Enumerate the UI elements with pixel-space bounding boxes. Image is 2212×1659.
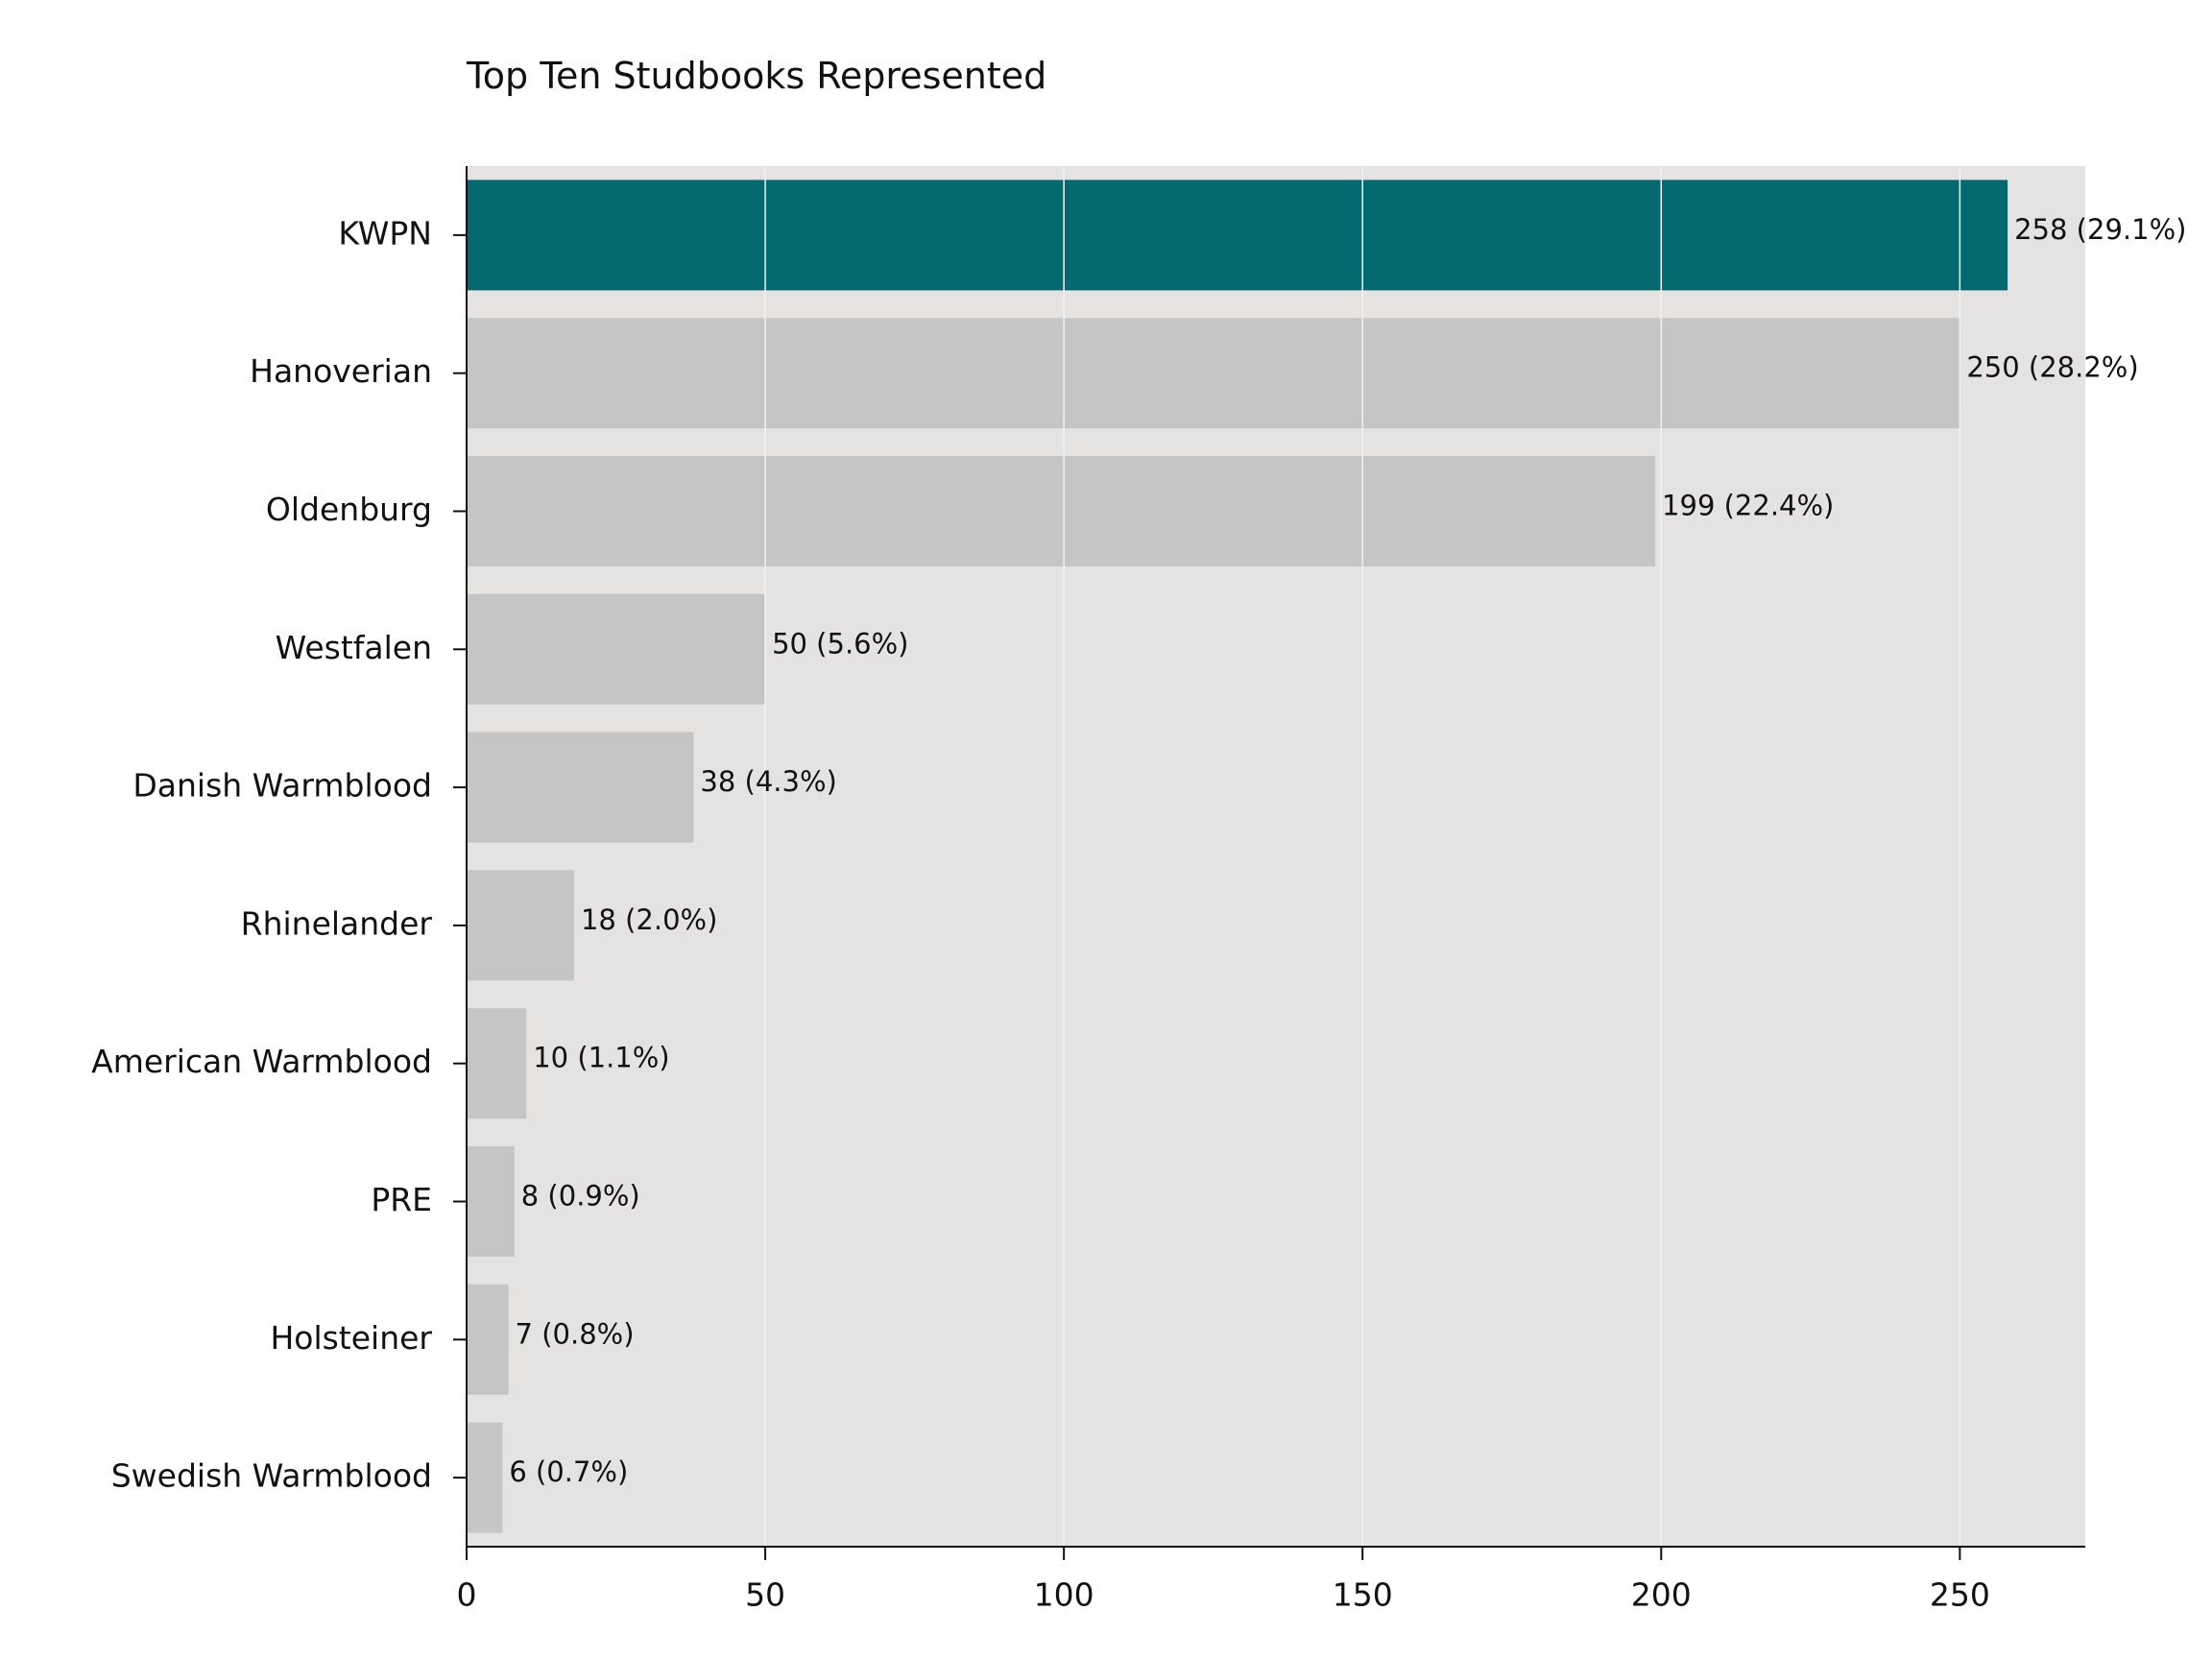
y-tick-label: Hanoverian xyxy=(250,352,432,390)
y-axis-ticks: KWPN Hanoverian Oldenburg Westfalen Danish W… xyxy=(91,214,467,1495)
bar-rhinelander xyxy=(467,870,574,981)
bar-westfalen xyxy=(467,593,766,705)
data-label: 250 (28.2%) xyxy=(1966,351,2138,384)
x-tick-label: 100 xyxy=(1034,1576,1094,1614)
bar-oldenburg xyxy=(467,455,1656,567)
bars xyxy=(467,180,2008,1533)
x-axis-ticks: 0 50 100 150 200 250 xyxy=(457,1547,1990,1614)
y-tick-label: PRE xyxy=(371,1181,432,1218)
x-tick-label: 0 xyxy=(457,1576,477,1614)
axes xyxy=(466,166,2085,1548)
bar-kwpn xyxy=(467,180,2008,291)
data-label: 38 (4.3%) xyxy=(700,765,836,798)
data-labels: 258 (29.1%) 250 (28.2%) 199 (22.4%) 50 (5.6… xyxy=(509,213,2186,1488)
x-tick-label: 250 xyxy=(1930,1576,1990,1614)
bar-swedish-warmblood xyxy=(467,1422,503,1533)
bar-holsteiner xyxy=(467,1284,509,1395)
data-label: 258 (29.1%) xyxy=(2014,213,2186,246)
bar-danish-warmblood xyxy=(467,732,694,843)
y-tick-label: Westfalen xyxy=(276,629,432,666)
y-tick-label: Rhinelander xyxy=(241,904,433,942)
bar-american-warmblood xyxy=(467,1008,527,1119)
y-tick-label: Swedish Warmblood xyxy=(111,1457,432,1495)
data-label: 18 (2.0%) xyxy=(581,903,717,936)
x-tick-label: 150 xyxy=(1333,1576,1393,1614)
data-label: 6 (0.7%) xyxy=(509,1455,628,1488)
data-label: 10 (1.1%) xyxy=(533,1042,669,1074)
x-tick-label: 200 xyxy=(1631,1576,1692,1614)
data-label: 8 (0.9%) xyxy=(521,1180,640,1213)
data-label: 7 (0.8%) xyxy=(516,1317,635,1350)
data-label: 50 (5.6%) xyxy=(772,627,908,660)
y-tick-label: Holsteiner xyxy=(270,1319,432,1357)
bar-pre xyxy=(467,1145,515,1258)
y-tick-label: KWPN xyxy=(338,214,432,252)
data-label: 199 (22.4%) xyxy=(1662,490,1834,522)
grid-lines xyxy=(764,166,1961,1547)
y-tick-label: American Warmblood xyxy=(91,1043,432,1080)
y-tick-label: Danish Warmblood xyxy=(132,767,432,805)
chart-title: Top Ten Studbooks Represented xyxy=(466,55,1046,97)
x-tick-label: 50 xyxy=(745,1576,785,1614)
bar-hanoverian xyxy=(467,318,1960,429)
y-tick-label: Oldenburg xyxy=(266,491,432,528)
